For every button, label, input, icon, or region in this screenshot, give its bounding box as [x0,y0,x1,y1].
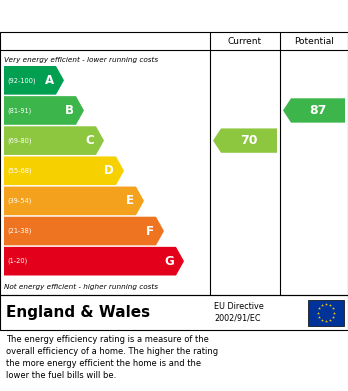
Polygon shape [4,96,84,125]
Polygon shape [4,156,124,185]
Text: Energy Efficiency Rating: Energy Efficiency Rating [10,9,220,23]
Text: F: F [146,224,154,238]
Text: (21-38): (21-38) [7,228,31,234]
Text: (1-20): (1-20) [7,258,27,264]
Polygon shape [4,66,64,95]
Text: C: C [85,134,94,147]
Bar [308,300,344,325]
Text: 70: 70 [240,134,258,147]
Text: (81-91): (81-91) [7,107,31,114]
Text: Potential: Potential [294,36,334,45]
Text: G: G [164,255,174,268]
Text: A: A [45,74,54,87]
Text: The energy efficiency rating is a measure of the
overall efficiency of a home. T: The energy efficiency rating is a measur… [6,335,218,380]
Text: E: E [126,194,134,207]
Text: (39-54): (39-54) [7,197,31,204]
Polygon shape [4,247,184,276]
Text: D: D [104,164,114,177]
Text: (92-100): (92-100) [7,77,35,84]
Polygon shape [4,126,104,155]
Polygon shape [283,98,345,123]
Text: Not energy efficient - higher running costs: Not energy efficient - higher running co… [4,284,158,290]
Text: 87: 87 [309,104,327,117]
Text: (55-68): (55-68) [7,167,32,174]
Text: England & Wales: England & Wales [6,305,150,320]
Text: EU Directive
2002/91/EC: EU Directive 2002/91/EC [214,302,264,323]
Text: B: B [65,104,74,117]
Text: Very energy efficient - lower running costs: Very energy efficient - lower running co… [4,57,158,63]
Text: (69-80): (69-80) [7,137,32,144]
Polygon shape [213,128,277,153]
Polygon shape [4,217,164,246]
Text: Current: Current [228,36,262,45]
Polygon shape [4,187,144,215]
